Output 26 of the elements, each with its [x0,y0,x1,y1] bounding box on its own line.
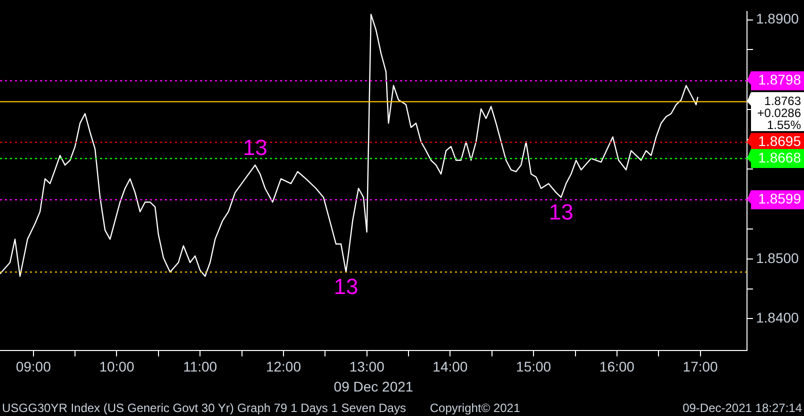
x-axis-title: 09 Dec 2021 [334,378,414,394]
x-tick-label: 10:00 [99,358,134,375]
x-tick-label: 14:00 [432,358,468,375]
x-tick-label: 11:00 [183,358,218,375]
ref-line-label: 1.8668 [758,149,802,166]
annotation: 13 [548,199,574,224]
x-tick-label: 15:00 [516,358,552,375]
x-tick-label: 16:00 [599,358,635,375]
ref-line-label: 1.8798 [758,72,802,88]
text: 09-Dec-2021 18:27:14 [682,401,802,415]
annotation: 13 [242,135,268,160]
text: +0.0286 [757,106,802,120]
text: Copyright© 2021 [430,401,520,415]
text: 1.55% [766,118,802,132]
y-tick-label: 1.8400 [756,310,800,326]
ref-line-label: 1.8695 [758,133,802,150]
x-tick-label: 17:00 [682,358,718,375]
text: USGG30YR Index (US Generic Govt 30 Yr) Graph 79 1 Days 1 Seven Days [2,401,406,415]
ref-line-label: 1.8599 [758,190,802,207]
x-tick-label: 09:00 [16,358,52,375]
y-tick-label: 1.8900 [756,10,800,27]
x-tick-label: 13:00 [349,358,385,375]
x-tick-label: 12:00 [266,358,302,375]
y-tick-label: 1.8500 [756,250,800,266]
annotation: 13 [334,274,358,300]
ref-line-label: 1.8763 [764,94,802,108]
